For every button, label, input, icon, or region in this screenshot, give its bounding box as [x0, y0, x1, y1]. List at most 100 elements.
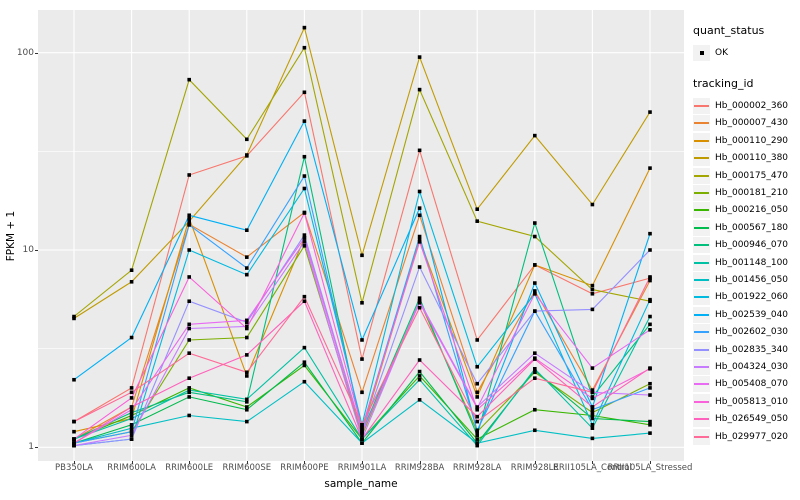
- data-point-marker: [245, 405, 249, 409]
- legend-item-label: Hb_000110_380: [715, 153, 789, 164]
- data-point-marker: [648, 314, 652, 319]
- data-point-marker: [533, 351, 537, 355]
- x-tick-mark: [189, 461, 191, 464]
- legend-item-label: Hb_002602_030: [715, 327, 789, 338]
- x-tick-mark: [419, 461, 421, 464]
- data-point-marker: [417, 189, 422, 194]
- legend-key: [693, 324, 710, 341]
- legend-key: [693, 237, 710, 254]
- data-point-marker: [417, 369, 422, 374]
- x-tick-label: RRII105LA_Stressed: [607, 463, 693, 473]
- data-point-marker: [360, 423, 364, 427]
- legend-item: Hb_001922_060: [693, 289, 799, 306]
- legend-line-icon: [694, 383, 709, 386]
- legend-line-icon: [694, 192, 709, 195]
- legend-item-label: Hb_005408_070: [715, 379, 789, 390]
- x-tick-mark: [362, 461, 363, 464]
- data-point-marker: [187, 413, 191, 418]
- data-point-marker: [475, 443, 479, 448]
- point-marker-icon: [699, 50, 704, 55]
- data-point-marker: [187, 395, 191, 399]
- data-point-marker: [648, 393, 652, 397]
- x-tick-label: RRIM600LE: [165, 463, 214, 473]
- y-tick-label: 1: [28, 442, 34, 453]
- x-tick-mark: [650, 461, 651, 464]
- data-point-marker: [245, 320, 249, 325]
- legend-line-icon: [694, 157, 709, 160]
- data-point-marker: [187, 248, 191, 252]
- x-tick-label: RRIM901LA: [337, 463, 387, 473]
- data-point-marker: [187, 390, 191, 395]
- data-point-marker: [245, 400, 249, 404]
- legend-key: [693, 411, 710, 428]
- data-point-marker: [475, 414, 479, 419]
- data-point-marker: [590, 423, 595, 427]
- data-point-marker: [417, 296, 422, 300]
- legend-item-label: Hb_000946_070: [715, 240, 789, 251]
- legend-line-icon: [694, 435, 709, 438]
- x-tick-mark: [477, 461, 479, 464]
- data-point-marker: [533, 291, 537, 296]
- data-point-marker: [475, 437, 479, 441]
- legend-item: Hb_000110_290: [693, 132, 799, 149]
- legend-item: Hb_002539_040: [693, 306, 799, 323]
- data-point-marker: [245, 324, 249, 329]
- legend-item-label: Hb_001922_060: [715, 292, 789, 303]
- legend-line-icon: [694, 174, 709, 177]
- legend-item-label: Hb_000002_360: [715, 101, 789, 112]
- data-point-marker: [72, 441, 76, 445]
- data-point-marker: [648, 386, 652, 390]
- data-point-marker: [590, 202, 595, 207]
- legend-line-icon: [694, 313, 709, 316]
- data-point-marker: [648, 419, 652, 424]
- legend-item-label: Hb_002539_040: [715, 309, 789, 320]
- legend-line-icon: [694, 296, 709, 299]
- data-point-marker: [129, 433, 134, 438]
- data-point-marker: [129, 426, 134, 430]
- data-point-marker: [302, 154, 307, 159]
- data-point-marker: [417, 374, 422, 378]
- data-point-marker: [648, 423, 652, 427]
- legend-key: [693, 98, 710, 115]
- data-point-marker: [129, 390, 134, 395]
- data-point-marker: [533, 428, 537, 433]
- data-point-marker: [187, 376, 191, 380]
- legend-line-icon: [694, 139, 709, 142]
- x-tick-label: RRIM600PE: [280, 463, 329, 473]
- data-point-marker: [302, 360, 307, 364]
- data-point-marker: [245, 318, 249, 323]
- legend-item: Hb_004324_030: [693, 358, 799, 375]
- data-point-marker: [533, 133, 537, 138]
- data-point-marker: [360, 357, 364, 361]
- plot-svg: [38, 10, 684, 461]
- plot-panel: [38, 10, 684, 461]
- data-point-marker: [590, 410, 595, 415]
- data-point-marker: [648, 381, 652, 386]
- data-point-marker: [245, 326, 249, 331]
- legend-key: [693, 341, 710, 358]
- data-point-marker: [360, 433, 364, 438]
- data-point-marker: [648, 166, 652, 170]
- data-point-marker: [302, 240, 307, 244]
- data-point-marker: [417, 237, 422, 242]
- data-point-marker: [648, 231, 652, 236]
- legend-item: Hb_005813_010: [693, 393, 799, 410]
- data-point-marker: [129, 423, 134, 427]
- legend-item: Hb_000946_070: [693, 237, 799, 254]
- data-point-marker: [475, 419, 479, 424]
- legend-line-icon: [694, 261, 709, 264]
- legend-item-label: Hb_026549_050: [715, 414, 789, 425]
- data-point-marker: [302, 379, 307, 384]
- data-point-marker: [533, 366, 537, 371]
- data-point-marker: [187, 326, 191, 331]
- x-tick-mark: [246, 461, 248, 464]
- legend-item: Hb_005408_070: [693, 376, 799, 393]
- data-point-marker: [417, 87, 422, 92]
- x-tick-label: RRIM928LA: [452, 463, 502, 473]
- legend-key: [693, 202, 710, 219]
- data-point-marker: [360, 300, 364, 305]
- legend-line-icon: [694, 418, 709, 421]
- data-point-marker: [475, 364, 479, 369]
- data-point-marker: [302, 211, 307, 215]
- data-point-marker: [245, 266, 249, 270]
